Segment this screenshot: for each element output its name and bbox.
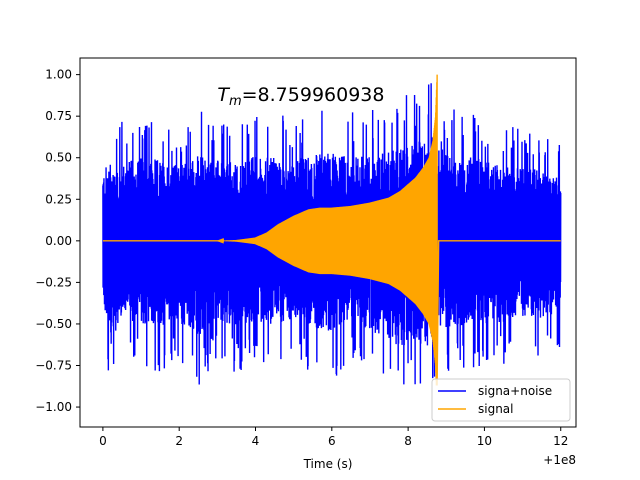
legend-box	[431, 378, 571, 422]
x-tick-label: 12	[553, 434, 568, 448]
x-tick-label: 8	[404, 434, 412, 448]
series-layer	[102, 74, 562, 386]
y-tick-label: −0.25	[35, 275, 72, 289]
y-tick-label: 1.00	[45, 68, 72, 82]
y-tick-label: −0.75	[35, 359, 72, 373]
x-tick-label: 6	[328, 434, 336, 448]
y-tick-label: −1.00	[35, 400, 72, 414]
legend-label-signa-noise: signa+noise	[478, 384, 552, 398]
annotation-subscript: m	[229, 94, 242, 109]
merger-time-annotation: Tm=8.759960938	[217, 84, 384, 109]
plot-frame	[79, 57, 577, 428]
x-tick-label: 0	[99, 434, 107, 448]
x-tick-label: 10	[477, 434, 492, 448]
x-axis-label: Time (s)	[303, 457, 353, 471]
series-signal	[102, 74, 561, 386]
y-axis: −1.00 −0.75 −0.50 −0.25 0.00 0.25 0.50 0.75 1.00	[35, 68, 80, 414]
y-tick-label: 0.25	[45, 192, 72, 206]
series-signa-noise	[102, 83, 562, 385]
annotation-value: =8.759960938	[242, 84, 385, 106]
y-tick-label: 0.50	[45, 151, 72, 165]
x-tick-label: 2	[175, 434, 183, 448]
y-tick-label: 0.75	[45, 109, 72, 123]
y-tick-label: −0.50	[35, 317, 72, 331]
legend-label-signal: signal	[478, 402, 514, 416]
y-tick-label: 0.00	[45, 234, 72, 248]
x-axis: 0 2 4 6 8 10 12	[99, 427, 568, 448]
x-tick-label: 4	[252, 434, 260, 448]
annotation-symbol: T	[217, 84, 230, 106]
legend: signa+noise signal	[431, 378, 571, 422]
x-offset-text: +1e8	[543, 453, 576, 467]
